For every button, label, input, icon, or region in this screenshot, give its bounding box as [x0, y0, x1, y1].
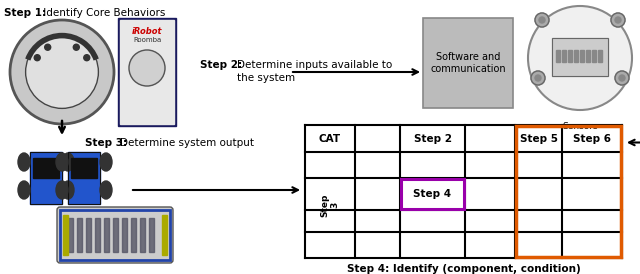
- Bar: [122, 218, 127, 252]
- FancyBboxPatch shape: [57, 207, 173, 263]
- Circle shape: [539, 17, 545, 23]
- Circle shape: [45, 44, 51, 50]
- Circle shape: [528, 6, 632, 110]
- Ellipse shape: [56, 181, 68, 199]
- Bar: [574, 50, 578, 62]
- Bar: [401, 179, 464, 209]
- Text: communication: communication: [430, 64, 506, 74]
- Bar: [77, 218, 82, 252]
- Bar: [71, 158, 97, 178]
- Text: Determine inputs available to: Determine inputs available to: [237, 60, 392, 70]
- Text: Step
3: Step 3: [320, 193, 340, 217]
- Circle shape: [129, 50, 165, 86]
- Text: Step 4: Step 4: [413, 189, 452, 199]
- Circle shape: [74, 44, 79, 50]
- Bar: [30, 152, 62, 204]
- Ellipse shape: [18, 153, 30, 171]
- Bar: [60, 210, 170, 260]
- Bar: [63, 215, 68, 255]
- Bar: [552, 38, 608, 76]
- Bar: [568, 50, 572, 62]
- Circle shape: [10, 20, 114, 124]
- Ellipse shape: [62, 181, 74, 199]
- Text: CAT: CAT: [319, 133, 341, 144]
- Bar: [162, 215, 167, 255]
- Text: Step 4: Identify (component, condition): Step 4: Identify (component, condition): [347, 264, 580, 274]
- Text: Step 2:: Step 2:: [200, 60, 242, 70]
- Bar: [598, 50, 602, 62]
- Bar: [580, 50, 584, 62]
- Text: Step 2: Step 2: [413, 133, 451, 144]
- Ellipse shape: [100, 153, 112, 171]
- Circle shape: [535, 13, 549, 27]
- Bar: [104, 218, 109, 252]
- Text: Determine system output: Determine system output: [120, 138, 254, 148]
- Bar: [552, 38, 608, 76]
- Text: Software and: Software and: [436, 52, 500, 62]
- Text: Identify Core Behaviors: Identify Core Behaviors: [40, 8, 165, 18]
- Text: iRobot: iRobot: [132, 27, 163, 36]
- Bar: [140, 218, 145, 252]
- Bar: [68, 152, 100, 204]
- Bar: [586, 50, 590, 62]
- Text: the system: the system: [237, 73, 295, 83]
- Bar: [592, 50, 596, 62]
- Text: Roomba: Roomba: [133, 37, 161, 43]
- Circle shape: [615, 71, 629, 85]
- Bar: [131, 218, 136, 252]
- Text: Step 3:: Step 3:: [85, 138, 127, 148]
- Bar: [516, 126, 621, 257]
- Circle shape: [535, 75, 541, 81]
- Bar: [68, 152, 100, 204]
- Text: Sensors: Sensors: [562, 122, 598, 131]
- Ellipse shape: [56, 153, 68, 171]
- Text: Step 5: Step 5: [520, 133, 557, 144]
- Circle shape: [611, 13, 625, 27]
- Ellipse shape: [100, 181, 112, 199]
- Circle shape: [619, 75, 625, 81]
- Bar: [120, 20, 174, 124]
- Circle shape: [84, 55, 90, 61]
- Text: Step 6: Step 6: [573, 133, 611, 144]
- Ellipse shape: [62, 153, 74, 171]
- Bar: [113, 218, 118, 252]
- Bar: [423, 18, 513, 108]
- Bar: [95, 218, 100, 252]
- Bar: [33, 158, 59, 178]
- Bar: [68, 218, 73, 252]
- Circle shape: [26, 36, 99, 109]
- Circle shape: [34, 55, 40, 61]
- Bar: [118, 18, 176, 126]
- Circle shape: [531, 71, 545, 85]
- Bar: [556, 50, 560, 62]
- Text: Step 1:: Step 1:: [4, 8, 46, 18]
- Bar: [149, 218, 154, 252]
- Ellipse shape: [18, 181, 30, 199]
- Bar: [562, 50, 566, 62]
- Bar: [86, 218, 91, 252]
- Bar: [30, 152, 62, 204]
- Circle shape: [615, 17, 621, 23]
